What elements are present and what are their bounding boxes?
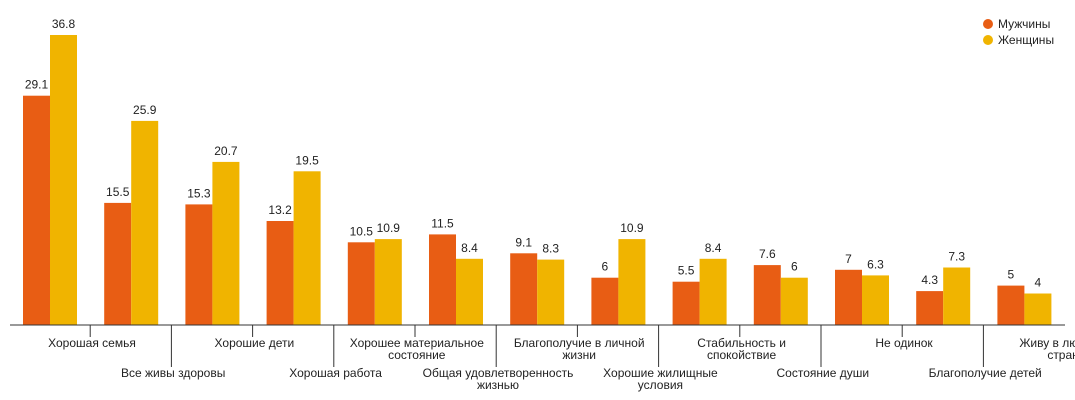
category-label-3: Хорошая работа bbox=[289, 366, 382, 380]
category-label-line: жизни bbox=[562, 348, 596, 362]
value-label-women-7: 10.9 bbox=[620, 221, 644, 235]
value-label-men-3: 13.2 bbox=[268, 203, 292, 217]
bar-women-2 bbox=[212, 161, 240, 325]
bar-men-4 bbox=[347, 242, 375, 325]
category-label-line: стране bbox=[1047, 348, 1075, 362]
bars-layer bbox=[23, 35, 1052, 326]
category-label-line: Живу в любимой bbox=[1019, 336, 1075, 350]
value-label-men-9: 7.6 bbox=[759, 247, 776, 261]
category-label-5: Общая удовлетворенность жизнью bbox=[423, 366, 574, 392]
legend-label-women: Женщины bbox=[998, 33, 1054, 47]
bar-men-7 bbox=[591, 277, 619, 325]
value-label-men-12: 5 bbox=[1008, 268, 1015, 282]
value-label-men-6: 9.1 bbox=[515, 235, 532, 249]
value-label-women-9: 6 bbox=[791, 260, 798, 274]
category-label-9: Состояние души bbox=[777, 366, 870, 380]
bar-men-12 bbox=[997, 285, 1025, 325]
value-labels-layer: 29.136.815.525.915.320.713.219.510.5 10.9… bbox=[25, 17, 1042, 290]
bar-women-6 bbox=[537, 259, 565, 325]
value-label-men-1: 15.5 bbox=[106, 185, 130, 199]
bar-women-3 bbox=[293, 171, 321, 325]
value-label-men-5: 11.5 bbox=[431, 216, 454, 230]
bar-men-9 bbox=[753, 265, 781, 325]
category-label-11: Благополучие детей bbox=[929, 366, 1042, 380]
category-label-1: Все живы здоровы bbox=[121, 366, 225, 380]
category-label-10: Не одинок bbox=[875, 336, 933, 350]
value-label-women-5: 8.4 bbox=[461, 241, 478, 255]
category-label-6: Благополучие в личной жизни bbox=[514, 336, 645, 362]
category-label-line: Хорошее материальное bbox=[350, 336, 485, 350]
category-label-4: Хорошее материальное состояние bbox=[350, 336, 485, 362]
category-label-line: Благополучие детей bbox=[929, 366, 1042, 380]
category-label-line: Общая удовлетворенность bbox=[423, 366, 574, 380]
bar-women-4 bbox=[374, 239, 402, 325]
value-label-women-0: 36.8 bbox=[52, 17, 76, 31]
legend-marker-women bbox=[983, 35, 993, 45]
legend-marker-men bbox=[983, 19, 993, 29]
category-label-12: Живу в любимойстране bbox=[1019, 336, 1075, 362]
category-label-line: Хорошие дети bbox=[215, 336, 295, 350]
bar-men-0 bbox=[23, 95, 50, 325]
bar-men-10 bbox=[835, 269, 862, 325]
category-label-line: Хорошая семья bbox=[48, 336, 136, 350]
category-label-line: Хорошие жилищные bbox=[603, 366, 718, 380]
bar-women-0 bbox=[50, 35, 77, 325]
bar-men-6 bbox=[510, 253, 538, 325]
value-label-women-6: 8.3 bbox=[542, 242, 559, 256]
bar-men-8 bbox=[672, 281, 700, 325]
value-label-women-4: 10.9 bbox=[377, 221, 401, 235]
bar-women-10 bbox=[862, 275, 889, 325]
value-label-men-10: 7 bbox=[845, 252, 852, 266]
value-label-women-3: 19.5 bbox=[295, 153, 319, 167]
category-label-line: спокойствие bbox=[707, 348, 777, 362]
value-label-men-7: 6 bbox=[602, 260, 609, 274]
bar-women-1 bbox=[131, 120, 159, 326]
category-label-line: Не одинок bbox=[875, 336, 933, 350]
category-label-line: состояние bbox=[388, 348, 446, 362]
value-label-men-2: 15.3 bbox=[187, 186, 211, 200]
value-label-women-2: 20.7 bbox=[214, 144, 238, 158]
category-label-0: Хорошая семья bbox=[48, 336, 136, 350]
category-label-2: Хорошие дети bbox=[215, 336, 295, 350]
category-label-line: Хорошая работа bbox=[289, 366, 382, 380]
category-label-line: условия bbox=[638, 378, 683, 392]
value-label-women-12: 4 bbox=[1035, 276, 1042, 290]
legend: Мужчины Женщины bbox=[983, 17, 1054, 47]
category-label-7: Хорошие жилищные условия bbox=[603, 366, 718, 392]
value-label-women-8: 8.4 bbox=[705, 241, 722, 255]
bar-women-9 bbox=[780, 277, 808, 325]
category-label-line: жизнью bbox=[477, 378, 519, 392]
category-label-line: Стабильность и bbox=[697, 336, 786, 350]
bar-women-11 bbox=[943, 267, 971, 325]
bar-men-11 bbox=[916, 291, 944, 325]
value-label-men-4: 10.5 bbox=[350, 224, 374, 238]
category-label-8: Стабильность и спокойствие bbox=[697, 336, 786, 362]
value-label-men-0: 29.1 bbox=[25, 78, 49, 92]
legend-label-men: Мужчины bbox=[998, 17, 1050, 31]
bar-women-12 bbox=[1024, 293, 1052, 325]
category-label-line: Все живы здоровы bbox=[121, 366, 225, 380]
bar-women-8 bbox=[699, 258, 727, 325]
bar-women-7 bbox=[618, 239, 646, 325]
bar-men-5 bbox=[429, 234, 456, 325]
bar-men-3 bbox=[266, 221, 294, 325]
bar-men-1 bbox=[104, 202, 132, 325]
value-label-women-10: 6.3 bbox=[867, 257, 884, 271]
value-label-men-11: 4.3 bbox=[921, 273, 938, 287]
bar-women-5 bbox=[456, 258, 483, 325]
value-label-women-11: 7.3 bbox=[948, 250, 965, 264]
value-label-women-1: 25.9 bbox=[133, 103, 157, 117]
category-label-line: Благополучие в личной bbox=[514, 336, 645, 350]
category-labels-layer: Хорошая семья Все живы здоровы Хорошие дет… bbox=[48, 325, 1075, 392]
bar-men-2 bbox=[185, 204, 213, 325]
category-label-line: Состояние души bbox=[777, 366, 870, 380]
value-label-men-8: 5.5 bbox=[678, 264, 695, 278]
